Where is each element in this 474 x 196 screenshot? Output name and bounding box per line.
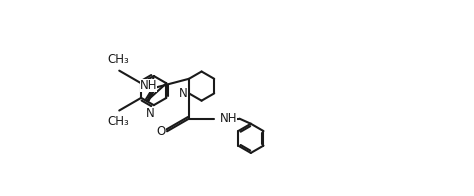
Text: NH: NH bbox=[219, 112, 237, 125]
Text: CH₃: CH₃ bbox=[107, 115, 128, 128]
Text: NH: NH bbox=[140, 79, 157, 92]
Text: N: N bbox=[146, 107, 155, 120]
Text: N: N bbox=[179, 87, 188, 100]
Text: CH₃: CH₃ bbox=[107, 53, 128, 66]
Text: O: O bbox=[156, 125, 166, 138]
